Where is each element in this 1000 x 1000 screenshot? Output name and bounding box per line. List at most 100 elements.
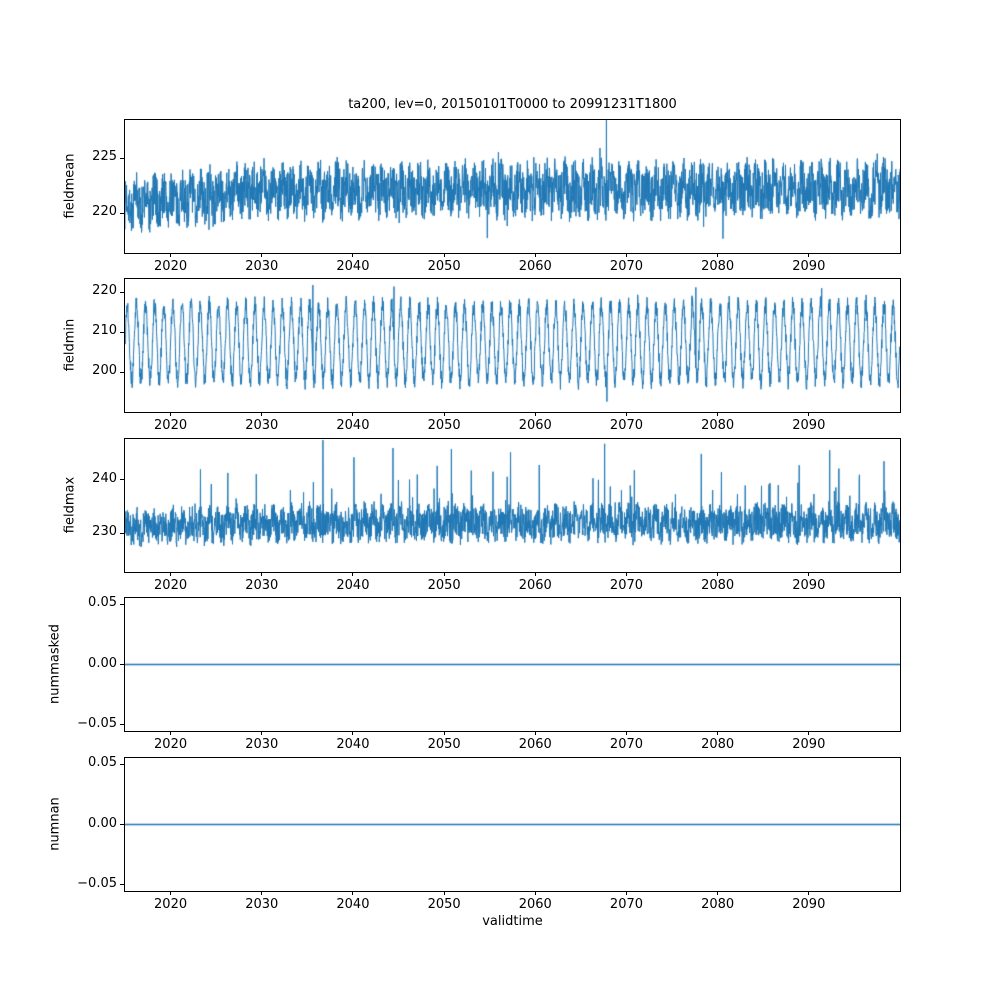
x-tick-mark [808,572,810,576]
subplot-fieldmin: fieldmin 2020 2030 2040 2050 2060 2070 2080 209… [0,278,1000,439]
x-tick-mark [808,731,810,735]
subplot-numnan: numnan 2020 2030 2040 2050 2060 2070 2080 2090−… [0,755,1000,918]
x-tick-label: 2070 [609,259,644,274]
x-tick-mark [352,253,354,257]
x-tick-label: 2020 [154,418,188,433]
y-tick-label: 0.00 [88,815,117,831]
x-tick-label: 2070 [609,418,644,433]
x-tick-mark [170,253,172,257]
x-tick-label: 2070 [609,737,644,752]
y-tick-mark [120,664,124,665]
x-tick-mark [170,731,172,735]
y-tick-mark [120,212,124,214]
x-tick-mark [808,253,810,257]
y-tick-label: 0.05 [88,755,117,771]
plot-canvas-numnan [125,758,900,891]
y-tick-label: 0.05 [88,595,117,611]
x-tick-mark [625,572,627,576]
x-tick-mark [443,572,445,576]
x-tick-mark [625,891,627,895]
y-tick-label: 225 [92,149,117,165]
x-tick-label: 2050 [427,418,461,433]
x-tick-label: 2080 [701,259,735,274]
y-tick-mark [120,532,124,534]
x-tick-mark [443,412,445,416]
x-tick-label: 2040 [336,737,370,752]
x-tick-mark [534,891,536,895]
x-tick-mark [625,253,627,257]
x-tick-mark [717,253,719,257]
y-tick-label: −0.05 [77,715,117,731]
x-tick-mark [443,253,445,257]
x-tick-label: 2050 [427,259,461,274]
plot-area-nummasked [124,597,901,732]
plot-area-fieldmax [124,438,901,573]
x-tick-label: 2040 [336,897,370,912]
x-tick-label: 2030 [245,259,279,274]
x-tick-label: 2020 [154,259,188,274]
x-tick-label: 2030 [245,737,279,752]
x-tick-label: 2060 [518,737,552,752]
x-tick-mark [261,891,263,895]
plot-area-fieldmean [124,119,901,254]
x-tick-label: 2020 [154,897,188,912]
y-tick-mark [120,824,124,825]
x-tick-mark [443,731,445,735]
x-tick-mark [261,731,263,735]
x-tick-mark [625,731,627,735]
x-tick-mark [534,731,536,735]
x-tick-mark [534,253,536,257]
x-tick-label: 2040 [336,259,370,274]
y-tick-label: 200 [92,363,117,379]
x-tick-mark [534,572,536,576]
x-tick-mark [352,572,354,576]
x-tick-label: 2040 [336,418,370,433]
x-tick-label: 2090 [792,578,826,593]
y-tick-mark [120,724,124,726]
x-tick-label: 2070 [609,897,644,912]
subplot-nummasked: nummasked 2020 2030 2040 2050 2060 2070 2080 20… [0,595,1000,758]
y-tick-label: 0.00 [88,655,117,671]
y-tick-label: 230 [92,524,117,540]
y-tick-label: 220 [92,204,117,220]
plot-area-fieldmin [124,278,901,413]
plot-canvas-fieldmean [125,120,900,253]
x-tick-mark [261,253,263,257]
y-tick-mark [120,157,124,159]
x-tick-label: 2080 [701,578,735,593]
x-tick-label: 2080 [701,418,735,433]
subplot-fieldmax: fieldmax 2020 2030 2040 2050 2060 2070 2080 209… [0,438,1000,599]
x-tick-label: 2050 [427,578,461,593]
y-tick-label: −0.05 [77,875,117,891]
x-tick-label: 2020 [154,578,188,593]
x-tick-label: 2030 [245,418,279,433]
y-tick-mark [120,331,124,333]
x-tick-label: 2060 [518,259,552,274]
x-tick-label: 2030 [245,897,279,912]
x-tick-mark [717,731,719,735]
x-tick-label: 2080 [701,897,735,912]
y-tick-mark [120,763,124,765]
x-tick-label: 2090 [792,259,826,274]
x-tick-mark [443,891,445,895]
y-tick-mark [120,291,124,293]
x-tick-mark [352,891,354,895]
x-tick-mark [808,891,810,895]
y-tick-label: 210 [92,323,117,339]
plot-canvas-nummasked [125,598,900,731]
plot-canvas-fieldmax [125,439,900,572]
y-tick-mark [120,479,124,481]
plot-canvas-fieldmin [125,279,900,412]
x-tick-mark [170,891,172,895]
x-tick-label: 2050 [427,897,461,912]
x-tick-mark [717,572,719,576]
subplot-fieldmean: fieldmean 2020 2030 2040 2050 2060 2070 2080 20… [0,119,1000,280]
x-tick-mark [352,412,354,416]
x-tick-label: 2030 [245,578,279,593]
x-tick-label: 2090 [792,737,826,752]
x-tick-label: 2040 [336,578,370,593]
plot-area-numnan [124,757,901,892]
x-tick-mark [261,572,263,576]
x-tick-label: 2050 [427,737,461,752]
figure-title: ta200, lev=0, 20150101T0000 to 20991231T… [348,97,677,112]
